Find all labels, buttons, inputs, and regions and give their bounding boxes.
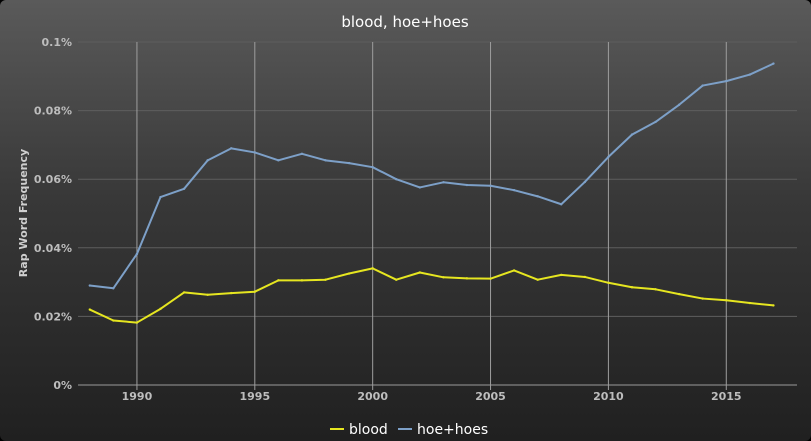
data-point-hoe-hoes[interactable] (88, 284, 91, 287)
data-point-hoe-hoes[interactable] (159, 195, 162, 199)
data-point-blood[interactable] (253, 290, 257, 293)
data-point-blood[interactable] (230, 291, 233, 295)
data-point-hoe-hoes[interactable] (230, 147, 233, 150)
data-point-blood[interactable] (748, 301, 752, 305)
data-point-hoe-hoes[interactable] (512, 188, 516, 192)
data-point-hoe-hoes[interactable] (112, 287, 115, 290)
data-point-blood[interactable] (88, 308, 91, 311)
data-point-blood[interactable] (677, 292, 681, 296)
data-point-hoe-hoes[interactable] (206, 159, 209, 162)
y-tick-label: 0.1% (41, 36, 72, 49)
data-point-hoe-hoes[interactable] (395, 178, 398, 181)
data-point-hoe-hoes[interactable] (560, 203, 563, 206)
data-point-blood[interactable] (654, 288, 657, 291)
data-point-hoe-hoes[interactable] (748, 73, 752, 76)
data-point-hoe-hoes[interactable] (677, 103, 681, 106)
data-point-hoe-hoes[interactable] (347, 161, 351, 165)
y-tick-label: 0.08% (34, 105, 72, 118)
data-point-hoe-hoes[interactable] (277, 159, 280, 162)
data-point-blood[interactable] (324, 278, 327, 281)
legend-item-blood[interactable]: blood (330, 422, 388, 438)
data-point-blood[interactable] (395, 278, 398, 281)
data-point-hoe-hoes[interactable] (465, 183, 469, 187)
axes: 0% 0.02% 0.04% 0.06% 0.08% 0.1% 1990 1995 2000 20… (34, 36, 742, 403)
y-tick-label: 0.06% (34, 173, 72, 186)
data-point-blood[interactable] (465, 277, 469, 280)
legend[interactable]: blood hoe+hoes (330, 422, 488, 438)
data-point-hoe-hoes[interactable] (300, 152, 304, 156)
data-point-hoe-hoes[interactable] (725, 79, 728, 83)
data-point-blood[interactable] (725, 299, 728, 302)
x-tick-label: 1990 (122, 390, 153, 403)
data-point-blood[interactable] (560, 273, 563, 277)
data-point-blood[interactable] (418, 271, 422, 274)
grid-lines (78, 41, 797, 386)
legend-item-hoe-hoes[interactable]: hoe+hoes (398, 422, 488, 438)
data-point-blood[interactable] (772, 304, 775, 307)
data-point-blood[interactable] (182, 291, 186, 294)
data-point-hoe-hoes[interactable] (607, 155, 610, 159)
data-point-hoe-hoes[interactable] (772, 62, 775, 65)
data-point-hoe-hoes[interactable] (654, 120, 657, 124)
data-point-hoe-hoes[interactable] (630, 133, 634, 136)
data-point-blood[interactable] (536, 278, 539, 281)
data-point-blood[interactable] (583, 275, 587, 279)
data-point-hoe-hoes[interactable] (371, 165, 374, 169)
data-point-blood[interactable] (371, 267, 374, 270)
data-point-blood[interactable] (135, 321, 139, 324)
data-point-blood[interactable] (206, 293, 209, 296)
data-point-blood[interactable] (159, 307, 162, 311)
data-point-blood[interactable] (630, 286, 634, 289)
x-tick-label: 1995 (239, 390, 270, 403)
data-point-blood[interactable] (701, 297, 704, 300)
data-point-hoe-hoes[interactable] (135, 252, 139, 256)
series-line-hoe-hoes[interactable] (89, 62, 774, 290)
legend-label: hoe+hoes (417, 422, 488, 438)
data-point-hoe-hoes[interactable] (583, 180, 587, 184)
series-line-blood[interactable] (89, 267, 774, 324)
y-tick-label: 0.04% (34, 242, 72, 255)
x-tick-label: 2010 (593, 390, 624, 403)
data-point-blood[interactable] (112, 319, 115, 322)
data-point-hoe-hoes[interactable] (253, 151, 257, 154)
x-tick-label: 2005 (475, 390, 506, 403)
y-tick-label: 0% (53, 379, 72, 392)
data-point-hoe-hoes[interactable] (701, 84, 704, 87)
data-point-blood[interactable] (489, 277, 492, 280)
series-lines (88, 62, 775, 324)
x-tick-label: 2015 (711, 390, 742, 403)
data-point-hoe-hoes[interactable] (324, 159, 327, 162)
data-point-hoe-hoes[interactable] (489, 184, 492, 187)
data-point-blood[interactable] (512, 269, 516, 272)
data-point-blood[interactable] (277, 279, 280, 282)
data-point-hoe-hoes[interactable] (536, 195, 539, 198)
data-point-hoe-hoes[interactable] (182, 187, 186, 191)
x-tick-label: 2000 (357, 390, 388, 403)
legend-label: blood (349, 422, 388, 438)
data-point-blood[interactable] (442, 276, 445, 279)
chart-title: blood, hoe+hoes (341, 13, 468, 31)
data-point-blood[interactable] (607, 281, 610, 284)
y-axis-label: Rap Word Frequency (17, 149, 30, 277)
data-point-blood[interactable] (300, 279, 304, 282)
data-point-blood[interactable] (347, 272, 351, 275)
y-tick-label: 0.02% (34, 310, 72, 323)
data-point-hoe-hoes[interactable] (442, 181, 445, 184)
data-point-hoe-hoes[interactable] (418, 186, 422, 189)
